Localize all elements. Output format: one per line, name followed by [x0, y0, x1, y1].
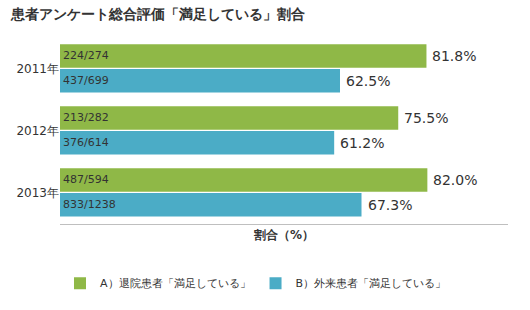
svg-text:患者アンケート総合評価「満足している」割合: 患者アンケート総合評価「満足している」割合 [10, 6, 305, 22]
svg-text:487/594: 487/594 [63, 173, 109, 186]
svg-text:A）退院患者「満足している」: A）退院患者「満足している」 [100, 277, 251, 290]
svg-text:B）外来患者「満足している」: B）外来患者「満足している」 [296, 277, 447, 290]
svg-text:67.3%: 67.3% [368, 197, 412, 213]
svg-text:2013年: 2013年 [16, 186, 59, 200]
svg-text:2011年: 2011年 [16, 62, 59, 76]
svg-text:82.0%: 82.0% [433, 172, 477, 188]
svg-text:62.5%: 62.5% [346, 73, 390, 89]
svg-text:213/282: 213/282 [63, 111, 109, 124]
svg-text:割合（%）: 割合（%） [253, 228, 314, 242]
svg-text:437/699: 437/699 [63, 74, 109, 87]
svg-text:376/614: 376/614 [63, 136, 109, 149]
svg-text:833/1238: 833/1238 [63, 198, 116, 211]
svg-text:61.2%: 61.2% [340, 135, 384, 151]
svg-text:81.8%: 81.8% [432, 48, 476, 64]
svg-text:224/274: 224/274 [63, 49, 109, 62]
svg-text:2012年: 2012年 [16, 124, 59, 138]
svg-text:75.5%: 75.5% [404, 110, 448, 126]
